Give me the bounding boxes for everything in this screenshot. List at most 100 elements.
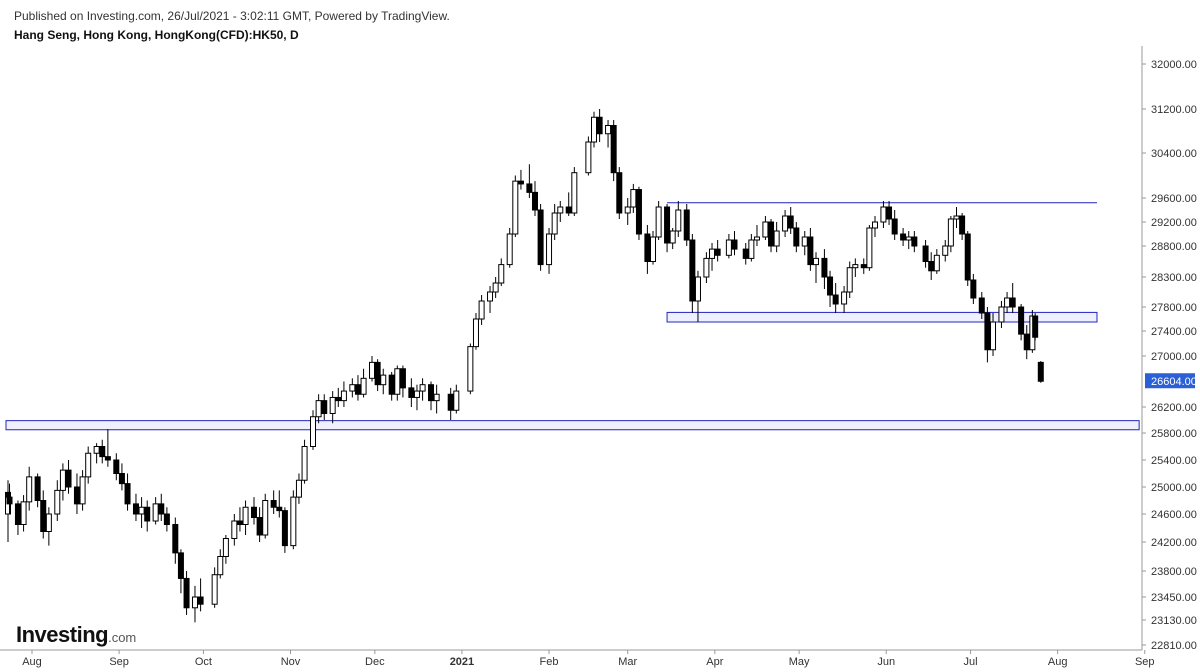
candle-body — [250, 506, 257, 518]
candle-body — [990, 321, 997, 351]
candle — [498, 258, 505, 286]
candle — [152, 497, 159, 525]
candle-body — [933, 254, 940, 272]
candle-body — [428, 384, 435, 402]
candle — [970, 273, 977, 304]
candle — [610, 120, 617, 182]
candle — [866, 225, 873, 271]
candle-body — [846, 267, 853, 293]
candle — [262, 493, 269, 539]
candle — [947, 216, 954, 253]
candle — [978, 292, 985, 319]
candle — [827, 270, 834, 307]
candle — [852, 258, 859, 277]
candle-body — [1023, 333, 1030, 351]
candle-body — [6, 496, 13, 505]
candle-body — [191, 596, 198, 609]
x-tick-label: May — [789, 656, 810, 668]
candle-body — [762, 221, 769, 238]
candle-body — [911, 236, 918, 247]
candle — [591, 111, 597, 148]
candle-body — [725, 239, 732, 256]
candle-body — [512, 180, 519, 235]
x-tick-label: Jul — [964, 656, 978, 668]
candle-body — [45, 513, 52, 532]
candle-body — [807, 236, 814, 266]
candle-body — [177, 552, 184, 579]
candle — [689, 234, 696, 313]
candle — [270, 490, 277, 514]
candle-body — [852, 264, 859, 269]
candle — [329, 391, 336, 424]
candle-body — [537, 209, 544, 266]
candle — [256, 507, 263, 542]
candle — [433, 384, 440, 414]
candle — [310, 410, 316, 450]
candle-body — [947, 218, 954, 247]
candle — [526, 164, 533, 198]
candle — [725, 234, 732, 259]
y-tick-label: 24200.00 — [1151, 537, 1197, 549]
investing-logo: Investing.com — [16, 622, 137, 647]
candle — [242, 500, 249, 535]
candle — [762, 216, 769, 240]
candle — [1009, 283, 1016, 313]
candle — [40, 490, 47, 539]
candle-body — [742, 248, 749, 259]
candle-body — [635, 189, 642, 235]
candle-body — [953, 215, 960, 220]
candle-body — [827, 276, 834, 296]
candle — [144, 500, 151, 532]
candle — [217, 549, 224, 579]
candle-body — [394, 368, 401, 395]
candle — [984, 307, 991, 363]
candle-body — [886, 206, 893, 220]
candle-body — [703, 257, 710, 278]
candle — [191, 585, 198, 623]
candle-body — [1004, 297, 1011, 308]
candle — [959, 213, 966, 240]
candle — [163, 507, 170, 532]
candle-body — [526, 183, 533, 193]
candle — [45, 507, 52, 546]
candle-body — [413, 390, 420, 398]
candle — [467, 343, 474, 395]
candle-body — [310, 416, 316, 447]
candle-body — [197, 596, 204, 605]
candle — [276, 490, 283, 518]
candle-body — [73, 486, 80, 505]
candle-body — [551, 212, 558, 235]
candle-body — [880, 206, 887, 223]
candle-body — [787, 215, 794, 229]
candle — [315, 394, 322, 424]
candle — [369, 356, 376, 382]
candle-body — [183, 577, 190, 609]
candle-body — [163, 513, 170, 525]
time-axis: Aug Sep Oct Nov Dec 2021 Feb Mar Apr May Jun Jul Aug… — [22, 650, 1155, 668]
candle-body — [689, 239, 696, 302]
candle-body — [821, 257, 828, 278]
candle-body — [650, 236, 657, 262]
candle — [900, 228, 907, 246]
candle — [349, 378, 356, 398]
candle-body — [860, 264, 867, 269]
x-tick-label: Mar — [618, 656, 637, 668]
candle — [709, 243, 716, 271]
candle-body — [675, 209, 682, 232]
candle — [846, 261, 853, 298]
candle-series — [5, 109, 1044, 623]
candle — [644, 225, 651, 274]
annotation-layer — [5, 202, 1140, 431]
candle — [124, 473, 131, 511]
candle-body — [832, 294, 839, 305]
candle-body — [65, 469, 72, 488]
candle-body — [694, 276, 701, 302]
candle — [773, 222, 780, 253]
candle — [650, 231, 657, 265]
candle-body — [546, 233, 553, 266]
y-tick-label: 31200.00 — [1151, 104, 1197, 116]
candle-body — [360, 377, 367, 395]
candle — [73, 473, 80, 514]
candle-body — [124, 483, 131, 505]
